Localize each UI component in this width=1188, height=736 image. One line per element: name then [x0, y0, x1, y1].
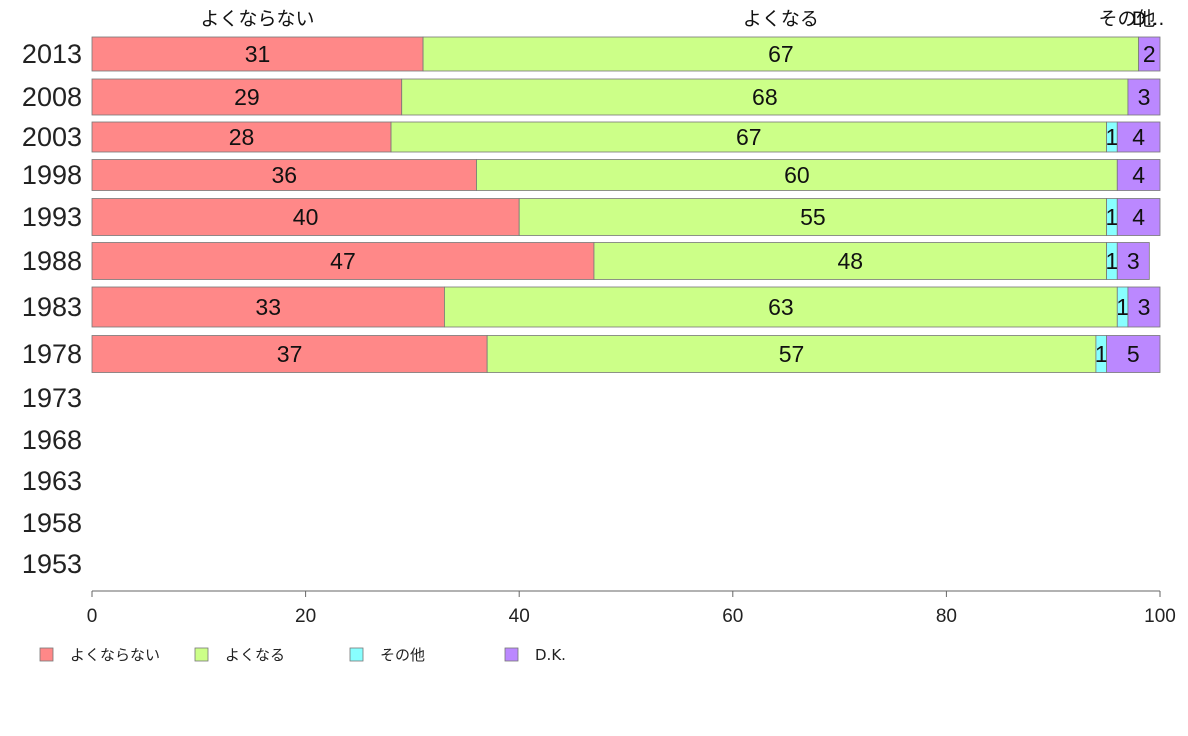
data-label: 1: [1116, 294, 1129, 320]
y-tick-label: 2003: [22, 122, 82, 152]
bar-segment: [486, 335, 1097, 373]
bar-segment: [390, 121, 1108, 153]
legend-label: その他: [380, 646, 425, 664]
bar-segment: [1106, 335, 1161, 373]
y-tick-label: 1998: [22, 160, 82, 190]
data-label: 67: [768, 41, 794, 67]
legend-label: よくならない: [70, 646, 160, 664]
bar-segment: [1116, 159, 1161, 191]
legend-label: D.K.: [535, 646, 566, 664]
bar-segment: [593, 242, 1108, 280]
data-label: 55: [800, 204, 826, 230]
bar-segment: [1116, 121, 1161, 153]
x-tick-label: 20: [295, 606, 316, 627]
y-tick-label: 1968: [22, 425, 82, 455]
y-tick-label: 2008: [22, 82, 82, 112]
bar-segment: [91, 286, 445, 328]
bar-segment: [91, 78, 403, 116]
data-label: 3: [1127, 248, 1140, 274]
data-label: 1: [1106, 248, 1119, 274]
y-tick-label: 1958: [22, 508, 82, 538]
bar-segment: [1127, 78, 1161, 116]
y-tick-label: 1973: [22, 383, 82, 413]
column-header: よくなる: [743, 8, 819, 30]
bar-segment: [91, 36, 424, 72]
data-label: 4: [1132, 162, 1145, 188]
data-label: 37: [277, 341, 303, 367]
data-label: 60: [784, 162, 810, 188]
bar-segment: [91, 121, 392, 153]
data-label: 4: [1132, 124, 1145, 150]
bar-segment: [91, 159, 477, 191]
bar-segment: [476, 159, 1118, 191]
x-tick-label: 80: [936, 606, 957, 627]
bar-segment: [1127, 286, 1161, 328]
x-tick-label: 0: [87, 606, 98, 627]
data-label: 1: [1095, 341, 1108, 367]
bar-segment: [91, 242, 595, 280]
column-header: その他: [1098, 8, 1155, 30]
legend-swatch: [349, 647, 364, 662]
data-label: 28: [229, 124, 255, 150]
x-tick-label: 100: [1144, 606, 1176, 627]
legend-swatch: [504, 647, 519, 662]
bar-segment: [401, 78, 1129, 116]
bar-segment: [1116, 198, 1161, 236]
bar-segment: [1138, 36, 1161, 72]
legend-swatch: [39, 647, 54, 662]
bar-segment: [444, 286, 1118, 328]
data-label: 3: [1138, 84, 1151, 110]
y-tick-label: 1953: [22, 549, 82, 579]
data-label: 68: [752, 84, 778, 110]
bar-segment: [91, 335, 488, 373]
data-label: 33: [255, 294, 281, 320]
x-tick-label: 60: [722, 606, 743, 627]
y-tick-label: 1983: [22, 292, 82, 322]
data-label: 29: [234, 84, 260, 110]
data-label: 63: [768, 294, 794, 320]
data-label: 5: [1127, 341, 1140, 367]
data-label: 48: [837, 248, 863, 274]
y-tick-label: 1978: [22, 339, 82, 369]
data-label: 36: [271, 162, 297, 188]
data-label: 1: [1106, 204, 1119, 230]
data-label: 67: [736, 124, 762, 150]
legend-swatch: [194, 647, 209, 662]
data-label: 31: [245, 41, 271, 67]
data-label: 40: [293, 204, 319, 230]
bar-segment: [1116, 242, 1150, 280]
y-tick-label: 1988: [22, 246, 82, 276]
y-tick-label: 2013: [22, 39, 82, 69]
column-header: よくならない: [201, 8, 315, 30]
bar-segment: [422, 36, 1140, 72]
bar-segment: [91, 198, 520, 236]
data-label: 1: [1106, 124, 1119, 150]
data-label: 3: [1138, 294, 1151, 320]
y-tick-label: 1993: [22, 202, 82, 232]
column-header: D...: [1132, 8, 1165, 30]
data-label: 47: [330, 248, 356, 274]
y-tick-label: 1963: [22, 466, 82, 496]
legend-label: よくなる: [225, 646, 285, 664]
x-tick-label: 40: [509, 606, 530, 627]
data-label: 4: [1132, 204, 1145, 230]
data-label: 57: [779, 341, 805, 367]
data-label: 2: [1143, 41, 1156, 67]
